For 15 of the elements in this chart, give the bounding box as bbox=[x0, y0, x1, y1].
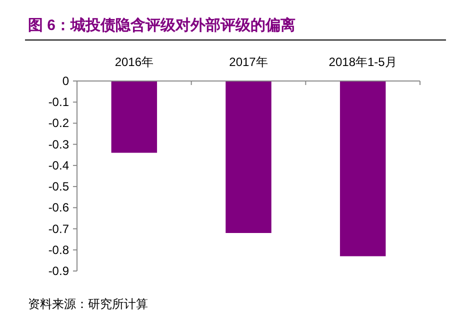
y-tick-label: -0.7 bbox=[48, 222, 70, 236]
x-tick-label: 2017年 bbox=[229, 55, 268, 69]
y-tick-label: -0.2 bbox=[48, 116, 70, 130]
y-tick-label: -0.3 bbox=[48, 137, 70, 152]
text: 资料来源：研究所计算 bbox=[28, 297, 148, 311]
y-tick-label: -0.4 bbox=[48, 158, 70, 172]
y-tick-label: -0.9 bbox=[48, 264, 70, 278]
title: 图 6：城投债隐含评级对外部评级的偏离 bbox=[28, 17, 296, 34]
y-tick-label: -0.1 bbox=[48, 95, 70, 110]
y-tick-label: -0.8 bbox=[48, 242, 70, 257]
y-tick-label: 0 bbox=[62, 74, 70, 88]
x-tick-label: 2016年 bbox=[114, 55, 154, 69]
x-tick-label: 2018年1-5月 bbox=[328, 55, 397, 69]
y-tick-label: -0.6 bbox=[48, 200, 70, 215]
y-tick-label: -0.5 bbox=[48, 180, 70, 194]
